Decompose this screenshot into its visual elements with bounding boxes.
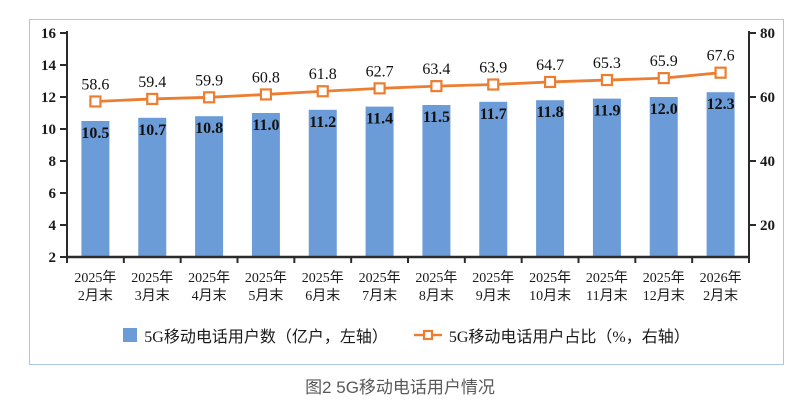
bar xyxy=(536,100,565,257)
category-label-line2: 12月末 xyxy=(643,288,685,304)
bar-value-label: 11.0 xyxy=(252,117,279,134)
category-label-line2: 6月末 xyxy=(305,288,340,304)
category-label-line1: 2025年 xyxy=(529,270,571,286)
left-axis-tick-label: 6 xyxy=(49,186,57,202)
line-value-label: 63.4 xyxy=(422,61,450,78)
line-value-label: 62.7 xyxy=(366,63,394,80)
line-marker xyxy=(202,91,216,104)
legend-label-bar: 5G移动电话用户数（亿户，左轴） xyxy=(144,329,388,346)
legend-label-line: 5G移动电话用户占比（%，右轴） xyxy=(448,329,690,346)
bar xyxy=(81,121,110,257)
bar xyxy=(422,105,451,257)
bar-value-label: 10.7 xyxy=(138,122,166,139)
bar-value-label: 11.4 xyxy=(366,111,393,128)
category-label-line1: 2025年 xyxy=(359,270,401,286)
line-marker xyxy=(430,80,443,93)
category-label-line2: 7月末 xyxy=(362,288,397,304)
line-marker xyxy=(657,72,670,85)
right-axis-tick-label: 40 xyxy=(760,154,775,170)
bar-value-label: 12.3 xyxy=(707,96,735,113)
line-value-label: 67.6 xyxy=(707,48,735,65)
bar xyxy=(479,101,508,257)
category-label-line2: 8月末 xyxy=(419,288,454,304)
bar-value-label: 11.9 xyxy=(593,103,620,120)
bar xyxy=(706,92,735,257)
line-marker xyxy=(316,85,329,98)
line-value-label: 61.8 xyxy=(309,66,337,83)
line-swatch-icon xyxy=(413,329,442,341)
chart-caption: 图2 5G移动电话用户情况 xyxy=(305,378,495,397)
line-value-label: 60.8 xyxy=(252,69,280,86)
bar-swatch-icon xyxy=(123,328,138,342)
category-label-line1: 2025年 xyxy=(586,270,628,286)
line-marker xyxy=(714,66,727,79)
bar xyxy=(592,98,621,257)
bar-value-label: 12.0 xyxy=(650,101,678,118)
category-label-line2: 5月末 xyxy=(248,288,283,304)
category-label-line1: 2026年 xyxy=(700,270,742,286)
right-axis-tick-label: 20 xyxy=(760,218,775,234)
bar xyxy=(195,116,224,257)
line-marker xyxy=(259,88,273,101)
line-series xyxy=(95,71,721,103)
left-axis-tick-label: 10 xyxy=(41,122,56,138)
category-label-line1: 2025年 xyxy=(245,270,287,286)
line-marker xyxy=(543,75,557,89)
left-axis-tick-label: 8 xyxy=(49,154,57,170)
category-label-line2: 4月末 xyxy=(192,288,227,304)
category-label-line1: 2025年 xyxy=(188,270,230,286)
line-marker xyxy=(89,95,102,108)
left-axis-tick-label: 4 xyxy=(49,218,57,234)
line-value-label: 59.4 xyxy=(138,74,166,91)
bar-value-label: 10.5 xyxy=(81,125,109,142)
left-axis-tick-label: 2 xyxy=(49,250,57,266)
line-value-label: 65.9 xyxy=(650,53,678,70)
category-label-line2: 9月末 xyxy=(476,288,511,304)
category-label-line1: 2025年 xyxy=(472,270,514,286)
category-label-line1: 2025年 xyxy=(415,270,457,286)
category-label-line1: 2025年 xyxy=(643,270,685,286)
bar-value-label: 11.2 xyxy=(309,114,336,131)
category-label-line2: 2月末 xyxy=(78,288,113,304)
chart-legend: 5G移动电话用户数（亿户，左轴） 5G移动电话用户占比（%，右轴） xyxy=(29,323,784,347)
right-axis-tick-label: 80 xyxy=(760,26,775,42)
category-label-line2: 3月末 xyxy=(135,288,170,304)
line-value-label: 65.3 xyxy=(593,55,621,72)
line-value-label: 63.9 xyxy=(479,60,507,77)
bar xyxy=(649,97,678,257)
bar xyxy=(251,113,280,257)
left-axis-tick-label: 14 xyxy=(41,58,57,74)
line-marker xyxy=(600,73,614,87)
category-label-line2: 11月末 xyxy=(586,288,627,304)
bar-value-label: 10.8 xyxy=(195,120,223,137)
line-value-label: 59.9 xyxy=(195,72,223,89)
bar xyxy=(138,117,167,257)
bar-value-label: 11.7 xyxy=(480,106,507,123)
right-axis-tick-label: 60 xyxy=(760,90,775,106)
category-label-line2: 2月末 xyxy=(703,288,738,304)
bar-value-label: 11.8 xyxy=(537,104,564,121)
line-value-label: 64.7 xyxy=(536,57,564,74)
left-axis-tick-label: 12 xyxy=(41,90,56,106)
line-value-label: 58.6 xyxy=(81,76,109,93)
left-axis-tick-label: 16 xyxy=(41,26,57,42)
category-label-line1: 2025年 xyxy=(131,270,173,286)
category-label-line1: 2025年 xyxy=(302,270,344,286)
legend-item-line: 5G移动电话用户占比（%，右轴） xyxy=(413,323,690,347)
bar xyxy=(365,106,394,257)
line-marker xyxy=(487,78,500,91)
category-label-line2: 10月末 xyxy=(529,288,571,304)
bar xyxy=(308,109,337,257)
category-label-line1: 2025年 xyxy=(74,270,116,286)
bar-value-label: 11.5 xyxy=(423,109,450,126)
line-marker xyxy=(146,92,159,106)
legend-item-bar: 5G移动电话用户数（亿户，左轴） xyxy=(123,323,388,347)
line-marker xyxy=(373,82,386,95)
